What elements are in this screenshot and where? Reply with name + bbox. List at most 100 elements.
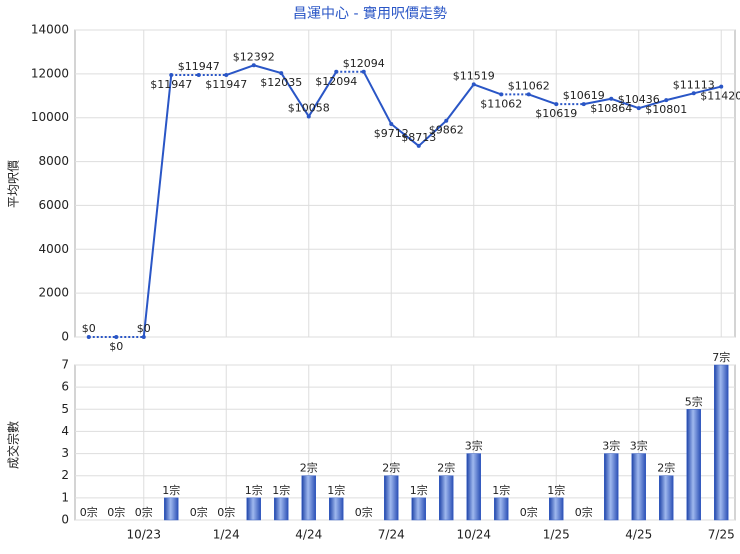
y-tick-label: 7 xyxy=(61,358,69,372)
line-segment xyxy=(280,72,310,117)
y-tick-label: 5 xyxy=(61,402,69,416)
data-label: 1宗 xyxy=(162,483,180,497)
point xyxy=(141,335,146,339)
bar xyxy=(631,453,646,521)
bar xyxy=(411,497,426,521)
point xyxy=(416,143,421,148)
bar xyxy=(659,475,674,521)
data-label: $9862 xyxy=(429,124,464,137)
data-label: 1宗 xyxy=(547,483,565,497)
data-label: $12392 xyxy=(233,50,275,63)
bar xyxy=(301,475,316,521)
bar xyxy=(466,453,481,521)
point xyxy=(251,63,256,68)
y-tick-label: 4 xyxy=(61,424,69,438)
data-label: $11947 xyxy=(178,60,220,73)
data-label: 1宗 xyxy=(327,483,345,497)
data-label: $12094 xyxy=(343,57,385,70)
point xyxy=(471,82,476,87)
line-segment xyxy=(610,97,640,110)
data-label: 0宗 xyxy=(135,505,153,519)
bar xyxy=(494,497,509,521)
data-label: $11947 xyxy=(150,78,192,91)
line-segment xyxy=(583,97,612,106)
y-tick-label: 4000 xyxy=(38,242,69,256)
point xyxy=(114,335,119,339)
line-segment xyxy=(666,92,694,102)
bar xyxy=(274,497,289,521)
x-tick-label: 7/25 xyxy=(708,528,735,542)
y-tick-label: 3 xyxy=(61,446,69,460)
x-tick-label: 7/24 xyxy=(378,528,405,542)
data-label: $10436 xyxy=(618,93,660,106)
chart-title: 昌運中心 - 實用呎價走勢 xyxy=(293,5,447,22)
y-tick-label: 1 xyxy=(61,490,69,504)
x-tick-label: 10/23 xyxy=(126,528,161,542)
y-tick-label: 6 xyxy=(61,380,69,394)
point xyxy=(224,73,229,78)
data-label: 2宗 xyxy=(300,461,318,475)
point xyxy=(719,84,724,89)
point xyxy=(306,114,311,119)
data-label: 0宗 xyxy=(355,505,373,519)
line-segment xyxy=(362,71,393,125)
line-segment xyxy=(693,85,722,95)
data-label: $11113 xyxy=(673,78,715,91)
y-tick-label: 0 xyxy=(61,513,69,527)
line-segment xyxy=(225,64,255,76)
x-tick-label: 10/24 xyxy=(456,528,491,542)
line-segment xyxy=(307,71,338,117)
data-label: $10801 xyxy=(645,103,687,116)
point xyxy=(334,69,339,74)
data-label: $12035 xyxy=(260,76,302,89)
data-label: $0 xyxy=(137,322,151,335)
y-tick-label: 6000 xyxy=(38,198,69,212)
data-label: $11947 xyxy=(205,78,247,91)
y-tick-label: 12000 xyxy=(31,66,69,80)
data-label: $12094 xyxy=(315,75,357,88)
bar xyxy=(714,364,729,521)
point xyxy=(361,69,366,74)
point xyxy=(499,92,504,97)
data-label: $11519 xyxy=(453,69,495,82)
data-label: $10058 xyxy=(288,101,330,114)
point xyxy=(169,73,174,78)
data-label: 3宗 xyxy=(465,439,483,453)
data-label: $10619 xyxy=(535,107,577,120)
point xyxy=(609,96,614,101)
bar xyxy=(329,497,344,521)
line-segment xyxy=(390,123,420,147)
data-label: 1宗 xyxy=(245,483,263,497)
line-segment xyxy=(638,99,667,110)
x-tick-label: 1/25 xyxy=(543,528,570,542)
data-label: $10619 xyxy=(563,89,605,102)
data-label: 0宗 xyxy=(217,505,235,519)
data-label: $8713 xyxy=(401,131,436,144)
data-label: $0 xyxy=(109,340,123,353)
point xyxy=(196,73,201,78)
point xyxy=(554,102,559,107)
data-label: $0 xyxy=(82,322,96,335)
data-label: 3宗 xyxy=(630,439,648,453)
data-label: $11420 xyxy=(700,90,740,103)
line-segment xyxy=(445,83,475,122)
data-label: 5宗 xyxy=(685,394,703,408)
point xyxy=(279,71,284,76)
bar xyxy=(686,409,701,521)
line-segment xyxy=(528,93,557,106)
data-label: 1宗 xyxy=(410,483,428,497)
point xyxy=(526,92,531,97)
y-tick-label: 8000 xyxy=(38,154,69,168)
point xyxy=(664,98,669,103)
x-tick-label: 1/24 xyxy=(213,528,240,542)
bar xyxy=(604,453,619,521)
data-label: 7宗 xyxy=(712,350,730,364)
data-label: 3宗 xyxy=(602,439,620,453)
data-label: 1宗 xyxy=(272,483,290,497)
data-label: 0宗 xyxy=(80,505,98,519)
data-label: 2宗 xyxy=(437,461,455,475)
data-label: $9712 xyxy=(374,127,409,140)
data-label: 1宗 xyxy=(492,483,510,497)
point xyxy=(86,335,91,339)
